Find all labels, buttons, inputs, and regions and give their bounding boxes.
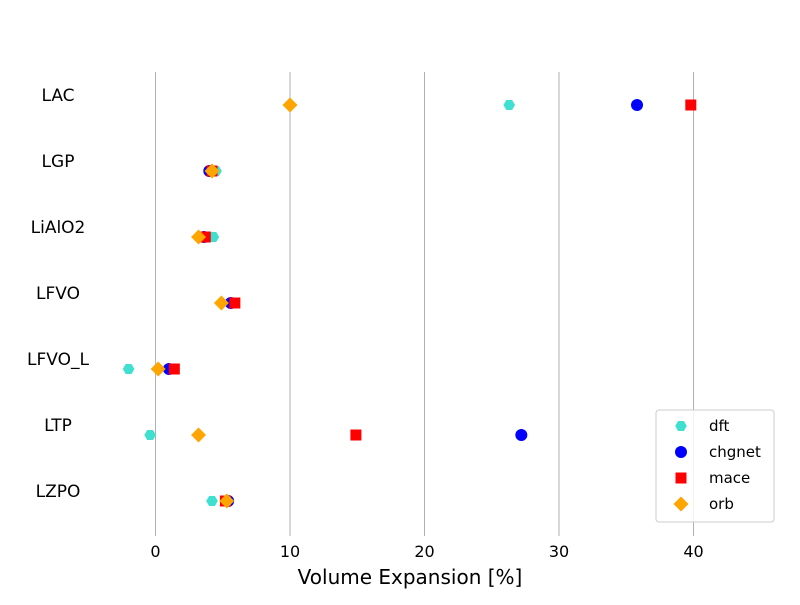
legend: dft chgnet mace orb — [655, 409, 775, 523]
x-tick-label: 30 — [549, 542, 569, 561]
x-axis-label: Volume Expansion [%] — [298, 565, 523, 589]
x-tick-label: 10 — [280, 542, 300, 561]
y-category-label: LiAlO2 — [31, 218, 86, 238]
y-category-label: LZPO — [36, 482, 81, 502]
point-dft-ltp — [144, 429, 156, 441]
point-chgnet-lac — [631, 99, 644, 111]
point-dft-lac — [503, 99, 516, 111]
x-tick-label: 0 — [150, 542, 160, 561]
y-category-label: LGP — [42, 152, 75, 172]
point-mace-lfvo_l — [168, 363, 180, 375]
y-category-label: LAC — [41, 86, 74, 106]
legend-marker-chgnet — [675, 446, 687, 458]
legend-label-chgnet: chgnet — [709, 443, 761, 461]
series-orb — [150, 97, 298, 509]
series-mace — [168, 99, 697, 507]
point-orb-lfvo_l — [150, 361, 166, 377]
point-orb-ltp — [191, 427, 207, 443]
point-dft-lfvo_l — [122, 363, 135, 375]
point-chgnet-ltp — [515, 429, 528, 441]
legend-frame — [655, 409, 775, 523]
y-category-label: LFVO — [36, 284, 80, 304]
y-category-label: LTP — [44, 416, 72, 436]
point-mace-ltp — [350, 429, 362, 441]
point-orb-lzpo — [219, 493, 235, 509]
data-points — [122, 97, 697, 509]
x-tick-label: 40 — [683, 542, 703, 561]
legend-label-mace: mace — [709, 469, 750, 487]
point-orb-lac — [282, 97, 298, 113]
point-orb-lgp — [204, 163, 220, 179]
series-dft — [122, 99, 516, 507]
legend-label-orb: orb — [709, 495, 734, 513]
grid-lines — [155, 72, 694, 536]
x-tick-labels: 0 10 20 30 40 — [150, 542, 703, 561]
legend-marker-mace — [675, 472, 687, 484]
legend-marker-orb — [673, 496, 689, 512]
point-orb-lialo2 — [191, 229, 207, 245]
point-mace-lfvo — [229, 297, 241, 309]
x-tick-label: 20 — [414, 542, 434, 561]
point-mace-lac — [685, 99, 697, 111]
y-category-label: LFVO_L — [27, 350, 89, 370]
legend-label-dft: dft — [709, 417, 730, 435]
point-orb-lfvo — [213, 295, 229, 311]
y-tick-labels: LAC LGP LiAlO2 LFVO LFVO_L LTP LZPO — [27, 86, 89, 502]
point-dft-lzpo — [206, 495, 218, 507]
legend-marker-dft — [675, 420, 687, 432]
